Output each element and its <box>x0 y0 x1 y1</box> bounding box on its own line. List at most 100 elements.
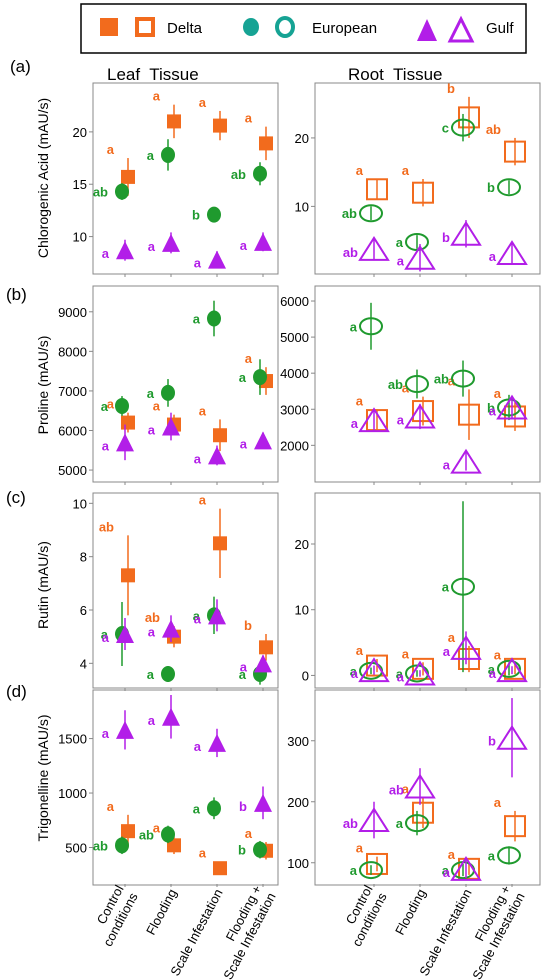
panel-label-a: (a) <box>10 57 31 76</box>
significance-letter-european: a <box>147 148 155 163</box>
significance-letter-european: a <box>193 608 201 623</box>
marker-european <box>253 369 267 386</box>
y-tick-label: 6 <box>80 603 87 618</box>
significance-letter-european: a <box>147 667 155 682</box>
marker-gulf <box>162 619 180 638</box>
legend-gulf-filled-triangle-icon <box>417 19 437 41</box>
legend-european-filled-circle-icon <box>243 18 259 36</box>
y-tick-label: 9000 <box>58 305 87 320</box>
marker-delta <box>504 140 526 163</box>
marker-european <box>161 146 175 163</box>
significance-letter-delta: ab <box>145 610 160 625</box>
y-tick-label: 15 <box>73 177 87 192</box>
marker-delta <box>504 815 526 838</box>
marker-delta <box>213 861 227 876</box>
significance-letter-european: a <box>488 848 496 863</box>
x-category-label: Controlconditions <box>86 882 141 949</box>
significance-letter-european: a <box>193 312 201 327</box>
significance-letter-gulf: a <box>240 436 248 451</box>
significance-letter-gulf: a <box>443 458 451 473</box>
panel-a-root-frame <box>314 82 541 275</box>
marker-gulf <box>404 244 436 270</box>
marker-european <box>497 178 521 197</box>
marker-gulf <box>116 433 134 452</box>
marker-gulf <box>496 724 528 750</box>
y-tick-label: 10 <box>295 603 309 618</box>
marker-european <box>497 659 521 678</box>
y-tick-label: 0 <box>302 668 309 683</box>
panel-d-root-frame <box>314 689 541 886</box>
y-tick-label: 7000 <box>58 384 87 399</box>
marker-gulf <box>404 660 436 686</box>
marker-gulf <box>254 654 272 673</box>
panel-c-leaf-frame <box>92 492 279 689</box>
marker-gulf <box>208 606 226 625</box>
x-category-label: Flooding <box>143 886 180 937</box>
marker-gulf <box>254 232 272 251</box>
significance-letter-delta: a <box>245 111 253 126</box>
significance-letter-gulf: a <box>148 625 156 640</box>
significance-letter-european: a <box>442 580 450 595</box>
significance-letter-gulf: a <box>148 713 156 728</box>
significance-letter-delta: a <box>494 648 502 663</box>
marker-delta <box>259 640 273 655</box>
legend-gulf-open-triangle-icon <box>447 15 475 43</box>
y-tick-label: 5000 <box>280 330 309 345</box>
significance-letter-delta: a <box>199 493 207 508</box>
significance-letter-european: a <box>239 370 247 385</box>
marker-european <box>359 204 383 223</box>
x-category-label: Controlconditions <box>335 882 390 949</box>
significance-letter-european: a <box>239 667 247 682</box>
significance-letter-delta: ab <box>486 122 501 137</box>
marker-delta <box>366 178 388 201</box>
significance-letter-gulf: a <box>148 423 156 438</box>
y-tick-label: 4 <box>80 656 87 671</box>
marker-gulf <box>116 720 134 739</box>
significance-letter-delta: a <box>356 643 364 658</box>
marker-gulf <box>162 417 180 436</box>
marker-delta <box>458 106 480 129</box>
marker-european <box>115 837 129 854</box>
legend-frame <box>80 3 527 54</box>
significance-letter-delta: a <box>356 163 364 178</box>
significance-letter-gulf: ab <box>343 816 358 831</box>
significance-letter-delta: a <box>153 399 161 414</box>
y-tick-label: 8 <box>80 550 87 565</box>
root-tissue-title: Root Tissue <box>348 65 443 84</box>
panel-b-root-frame <box>314 285 541 483</box>
marker-delta <box>121 568 135 583</box>
legend-label-delta: Delta <box>167 20 203 37</box>
significance-letter-gulf: a <box>351 666 359 681</box>
marker-european <box>161 826 175 843</box>
significance-letter-european: a <box>101 399 109 414</box>
panel-c-root-frame <box>314 492 541 689</box>
marker-gulf <box>496 394 528 420</box>
marker-gulf <box>450 634 482 660</box>
significance-letter-gulf: a <box>240 238 248 253</box>
significance-letter-european: a <box>350 319 358 334</box>
x-category-label: Flooding <box>392 886 429 937</box>
significance-letter-gulf: a <box>102 246 110 261</box>
significance-letter-delta: a <box>153 89 161 104</box>
marker-delta <box>366 654 388 677</box>
marker-delta <box>412 657 434 680</box>
significance-letter-delta: a <box>107 142 115 157</box>
ylabel-c: Rutin (mAU/s) <box>35 541 51 629</box>
significance-letter-european: a <box>193 801 201 816</box>
significance-letter-gulf: a <box>148 239 156 254</box>
y-tick-label: 4000 <box>280 366 309 381</box>
significance-letter-delta: a <box>199 403 207 418</box>
significance-letter-delta: a <box>107 799 115 814</box>
significance-letter-delta: a <box>199 95 207 110</box>
y-tick-label: 20 <box>73 125 87 140</box>
significance-letter-gulf: a <box>102 726 110 741</box>
significance-letter-european: a <box>396 816 404 831</box>
significance-letter-delta: a <box>356 393 364 408</box>
y-tick-label: 20 <box>295 537 309 552</box>
marker-european <box>207 206 221 223</box>
y-tick-label: 10 <box>295 199 309 214</box>
